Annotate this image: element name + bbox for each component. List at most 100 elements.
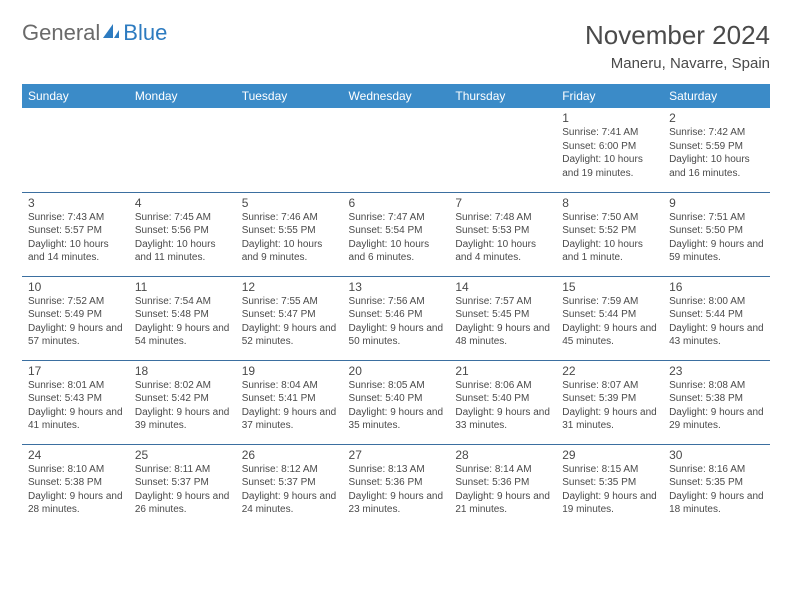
sunset-text: Sunset: 5:38 PM xyxy=(28,476,123,490)
sunrise-text: Sunrise: 7:55 AM xyxy=(242,295,337,309)
sunrise-text: Sunrise: 8:14 AM xyxy=(455,463,550,477)
daylight-text: Daylight: 9 hours and 21 minutes. xyxy=(455,490,550,517)
day-info: Sunrise: 8:11 AMSunset: 5:37 PMDaylight:… xyxy=(135,463,230,517)
day-info: Sunrise: 8:00 AMSunset: 5:44 PMDaylight:… xyxy=(669,295,764,349)
sunrise-text: Sunrise: 8:12 AM xyxy=(242,463,337,477)
day-number: 17 xyxy=(28,364,123,378)
day-cell: 12Sunrise: 7:55 AMSunset: 5:47 PMDayligh… xyxy=(236,276,343,360)
day-cell xyxy=(129,108,236,192)
day-cell: 26Sunrise: 8:12 AMSunset: 5:37 PMDayligh… xyxy=(236,444,343,528)
day-number: 26 xyxy=(242,448,337,462)
day-number: 1 xyxy=(562,111,657,125)
sunset-text: Sunset: 5:43 PM xyxy=(28,392,123,406)
sunrise-text: Sunrise: 7:52 AM xyxy=(28,295,123,309)
day-number: 27 xyxy=(349,448,444,462)
brand-word-1: General xyxy=(22,20,100,46)
day-number: 22 xyxy=(562,364,657,378)
day-cell: 17Sunrise: 8:01 AMSunset: 5:43 PMDayligh… xyxy=(22,360,129,444)
sunrise-text: Sunrise: 7:56 AM xyxy=(349,295,444,309)
day-number: 23 xyxy=(669,364,764,378)
day-number: 25 xyxy=(135,448,230,462)
sunset-text: Sunset: 5:56 PM xyxy=(135,224,230,238)
sunset-text: Sunset: 5:47 PM xyxy=(242,308,337,322)
sunrise-text: Sunrise: 8:01 AM xyxy=(28,379,123,393)
day-number: 10 xyxy=(28,280,123,294)
sunset-text: Sunset: 5:59 PM xyxy=(669,140,764,154)
sunrise-text: Sunrise: 7:43 AM xyxy=(28,211,123,225)
sunset-text: Sunset: 5:37 PM xyxy=(135,476,230,490)
day-info: Sunrise: 7:41 AMSunset: 6:00 PMDaylight:… xyxy=(562,126,657,180)
brand-logo: General Blue xyxy=(22,20,167,46)
day-info: Sunrise: 8:04 AMSunset: 5:41 PMDaylight:… xyxy=(242,379,337,433)
sunset-text: Sunset: 5:40 PM xyxy=(349,392,444,406)
daylight-text: Daylight: 9 hours and 18 minutes. xyxy=(669,490,764,517)
day-info: Sunrise: 7:51 AMSunset: 5:50 PMDaylight:… xyxy=(669,211,764,265)
daylight-text: Daylight: 9 hours and 57 minutes. xyxy=(28,322,123,349)
sunrise-text: Sunrise: 8:11 AM xyxy=(135,463,230,477)
sunrise-text: Sunrise: 8:00 AM xyxy=(669,295,764,309)
daylight-text: Daylight: 9 hours and 41 minutes. xyxy=(28,406,123,433)
week-row: 3Sunrise: 7:43 AMSunset: 5:57 PMDaylight… xyxy=(22,192,770,276)
week-row: 17Sunrise: 8:01 AMSunset: 5:43 PMDayligh… xyxy=(22,360,770,444)
sunset-text: Sunset: 5:38 PM xyxy=(669,392,764,406)
day-number: 18 xyxy=(135,364,230,378)
sunset-text: Sunset: 5:45 PM xyxy=(455,308,550,322)
daylight-text: Daylight: 9 hours and 37 minutes. xyxy=(242,406,337,433)
sunrise-text: Sunrise: 7:47 AM xyxy=(349,211,444,225)
day-info: Sunrise: 7:55 AMSunset: 5:47 PMDaylight:… xyxy=(242,295,337,349)
dayhead-sat: Saturday xyxy=(663,84,770,108)
day-info: Sunrise: 8:13 AMSunset: 5:36 PMDaylight:… xyxy=(349,463,444,517)
day-cell xyxy=(449,108,556,192)
day-cell: 27Sunrise: 8:13 AMSunset: 5:36 PMDayligh… xyxy=(343,444,450,528)
day-number: 15 xyxy=(562,280,657,294)
daylight-text: Daylight: 9 hours and 39 minutes. xyxy=(135,406,230,433)
daylight-text: Daylight: 9 hours and 23 minutes. xyxy=(349,490,444,517)
day-number: 30 xyxy=(669,448,764,462)
sunrise-text: Sunrise: 8:07 AM xyxy=(562,379,657,393)
day-cell: 5Sunrise: 7:46 AMSunset: 5:55 PMDaylight… xyxy=(236,192,343,276)
day-cell: 4Sunrise: 7:45 AMSunset: 5:56 PMDaylight… xyxy=(129,192,236,276)
dayhead-wed: Wednesday xyxy=(343,84,450,108)
day-number: 19 xyxy=(242,364,337,378)
sunset-text: Sunset: 5:50 PM xyxy=(669,224,764,238)
daylight-text: Daylight: 9 hours and 33 minutes. xyxy=(455,406,550,433)
day-cell: 19Sunrise: 8:04 AMSunset: 5:41 PMDayligh… xyxy=(236,360,343,444)
day-number: 13 xyxy=(349,280,444,294)
sunrise-text: Sunrise: 7:48 AM xyxy=(455,211,550,225)
day-info: Sunrise: 7:54 AMSunset: 5:48 PMDaylight:… xyxy=(135,295,230,349)
day-cell: 11Sunrise: 7:54 AMSunset: 5:48 PMDayligh… xyxy=(129,276,236,360)
week-row: 10Sunrise: 7:52 AMSunset: 5:49 PMDayligh… xyxy=(22,276,770,360)
day-cell: 3Sunrise: 7:43 AMSunset: 5:57 PMDaylight… xyxy=(22,192,129,276)
week-row: 24Sunrise: 8:10 AMSunset: 5:38 PMDayligh… xyxy=(22,444,770,528)
day-info: Sunrise: 7:42 AMSunset: 5:59 PMDaylight:… xyxy=(669,126,764,180)
sunset-text: Sunset: 5:35 PM xyxy=(562,476,657,490)
day-info: Sunrise: 7:56 AMSunset: 5:46 PMDaylight:… xyxy=(349,295,444,349)
sunset-text: Sunset: 5:36 PM xyxy=(455,476,550,490)
sunset-text: Sunset: 5:44 PM xyxy=(669,308,764,322)
title-block: November 2024 Maneru, Navarre, Spain xyxy=(585,20,770,72)
day-cell: 29Sunrise: 8:15 AMSunset: 5:35 PMDayligh… xyxy=(556,444,663,528)
day-info: Sunrise: 7:43 AMSunset: 5:57 PMDaylight:… xyxy=(28,211,123,265)
day-info: Sunrise: 7:46 AMSunset: 5:55 PMDaylight:… xyxy=(242,211,337,265)
daylight-text: Daylight: 9 hours and 31 minutes. xyxy=(562,406,657,433)
sunset-text: Sunset: 5:54 PM xyxy=(349,224,444,238)
day-number: 6 xyxy=(349,196,444,210)
day-number: 5 xyxy=(242,196,337,210)
day-number: 20 xyxy=(349,364,444,378)
day-info: Sunrise: 8:01 AMSunset: 5:43 PMDaylight:… xyxy=(28,379,123,433)
day-cell: 7Sunrise: 7:48 AMSunset: 5:53 PMDaylight… xyxy=(449,192,556,276)
sunset-text: Sunset: 5:57 PM xyxy=(28,224,123,238)
day-info: Sunrise: 7:47 AMSunset: 5:54 PMDaylight:… xyxy=(349,211,444,265)
sunset-text: Sunset: 5:48 PM xyxy=(135,308,230,322)
daylight-text: Daylight: 9 hours and 48 minutes. xyxy=(455,322,550,349)
sunrise-text: Sunrise: 7:42 AM xyxy=(669,126,764,140)
day-info: Sunrise: 7:45 AMSunset: 5:56 PMDaylight:… xyxy=(135,211,230,265)
day-info: Sunrise: 8:08 AMSunset: 5:38 PMDaylight:… xyxy=(669,379,764,433)
dayhead-fri: Friday xyxy=(556,84,663,108)
sunset-text: Sunset: 6:00 PM xyxy=(562,140,657,154)
daylight-text: Daylight: 10 hours and 14 minutes. xyxy=(28,238,123,265)
day-number: 2 xyxy=(669,111,764,125)
sunset-text: Sunset: 5:37 PM xyxy=(242,476,337,490)
sunset-text: Sunset: 5:55 PM xyxy=(242,224,337,238)
day-number: 4 xyxy=(135,196,230,210)
